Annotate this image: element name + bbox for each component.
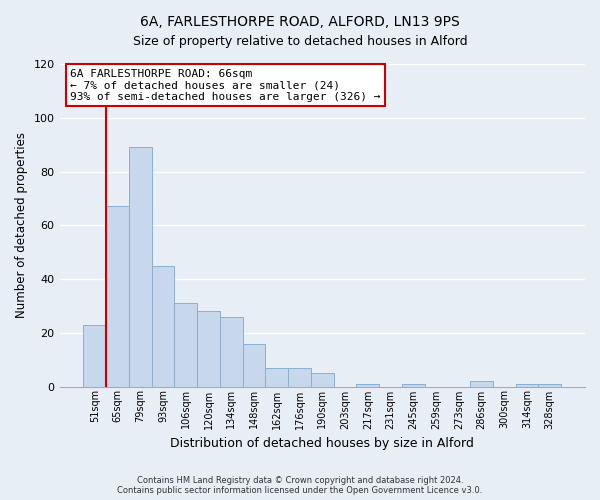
Bar (175, 303, 197, 386)
Bar (106, 206, 129, 386)
Bar (288, 368, 311, 386)
Bar (470, 381, 493, 386)
Bar (402, 384, 425, 386)
Y-axis label: Number of detached properties: Number of detached properties (15, 132, 28, 318)
Bar (265, 368, 288, 386)
Text: 6A, FARLESTHORPE ROAD, ALFORD, LN13 9PS: 6A, FARLESTHORPE ROAD, ALFORD, LN13 9PS (140, 15, 460, 29)
X-axis label: Distribution of detached houses by size in Alford: Distribution of detached houses by size … (170, 437, 474, 450)
Bar (152, 266, 175, 386)
Bar (515, 384, 538, 386)
Bar (129, 148, 152, 386)
Bar (356, 384, 379, 386)
Bar (311, 373, 334, 386)
Bar (220, 316, 242, 386)
Text: Size of property relative to detached houses in Alford: Size of property relative to detached ho… (133, 35, 467, 48)
Text: 6A FARLESTHORPE ROAD: 66sqm
← 7% of detached houses are smaller (24)
93% of semi: 6A FARLESTHORPE ROAD: 66sqm ← 7% of deta… (70, 69, 380, 102)
Bar (83, 324, 106, 386)
Text: Contains HM Land Registry data © Crown copyright and database right 2024.
Contai: Contains HM Land Registry data © Crown c… (118, 476, 482, 495)
Bar (538, 384, 561, 386)
Bar (197, 312, 220, 386)
Bar (242, 344, 265, 386)
